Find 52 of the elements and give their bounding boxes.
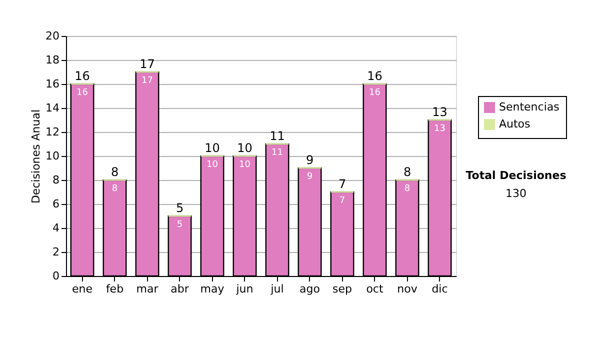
y-tick-label: 2 [52, 246, 60, 258]
data-label: 10 [239, 160, 251, 170]
total-label: 10 [237, 141, 252, 155]
data-label: 11 [272, 148, 283, 158]
total-label: 13 [432, 105, 448, 119]
y-tick-label: 4 [52, 222, 60, 234]
x-tick-label: feb [106, 282, 124, 296]
data-label: 10 [206, 160, 218, 170]
x-tick-label: nov [397, 282, 418, 296]
x-tick-label: oct [366, 282, 384, 296]
total-label: 5 [176, 201, 184, 215]
total-label: 17 [140, 57, 155, 71]
x-tick-label: may [200, 282, 225, 296]
data-label: 9 [306, 172, 313, 182]
y-tick-label: 16 [46, 78, 60, 90]
y-tick-label: 8 [52, 174, 60, 186]
total-label: 8 [403, 165, 412, 179]
total-label: 10 [204, 141, 220, 155]
x-tick-label: jul [270, 282, 284, 296]
y-tick-label: 0 [52, 270, 60, 282]
y-tick-label: 12 [46, 126, 60, 138]
y-tick-label: 10 [46, 150, 60, 162]
data-label: 13 [434, 124, 446, 134]
legend-label: Autos [499, 118, 531, 130]
text: 130 [506, 187, 526, 200]
total-label: 16 [74, 69, 90, 83]
total-label: 11 [270, 129, 285, 143]
x-tick-label: mar [136, 282, 159, 296]
x-tick-label: abr [170, 282, 190, 296]
text: Total Decisiones [466, 169, 567, 182]
x-tick-label: dic [432, 282, 448, 296]
total-label: 8 [110, 165, 119, 179]
x-tick-label: sep [332, 282, 352, 296]
data-label: 8 [112, 184, 118, 194]
data-label: 17 [142, 76, 153, 86]
y-tick-label: 14 [46, 102, 60, 114]
total-label: 16 [367, 69, 382, 83]
x-tick-label: ago [300, 282, 320, 296]
y-tick-label: 6 [52, 198, 60, 210]
total-label: 7 [338, 177, 346, 191]
x-tick-label: jun [235, 282, 254, 296]
legend-label: Sentencias [499, 100, 560, 114]
data-label: 16 [369, 88, 381, 98]
y-axis-title: Decisiones Anual [30, 109, 43, 204]
data-label: 8 [404, 184, 410, 194]
x-tick-label: ene [72, 282, 93, 296]
y-tick-label: 18 [46, 54, 60, 66]
data-label: 7 [339, 196, 346, 206]
total-label: 9 [306, 153, 314, 167]
data-label: 5 [176, 220, 183, 230]
data-label: 16 [76, 88, 88, 98]
y-tick-label: 20 [46, 30, 60, 42]
